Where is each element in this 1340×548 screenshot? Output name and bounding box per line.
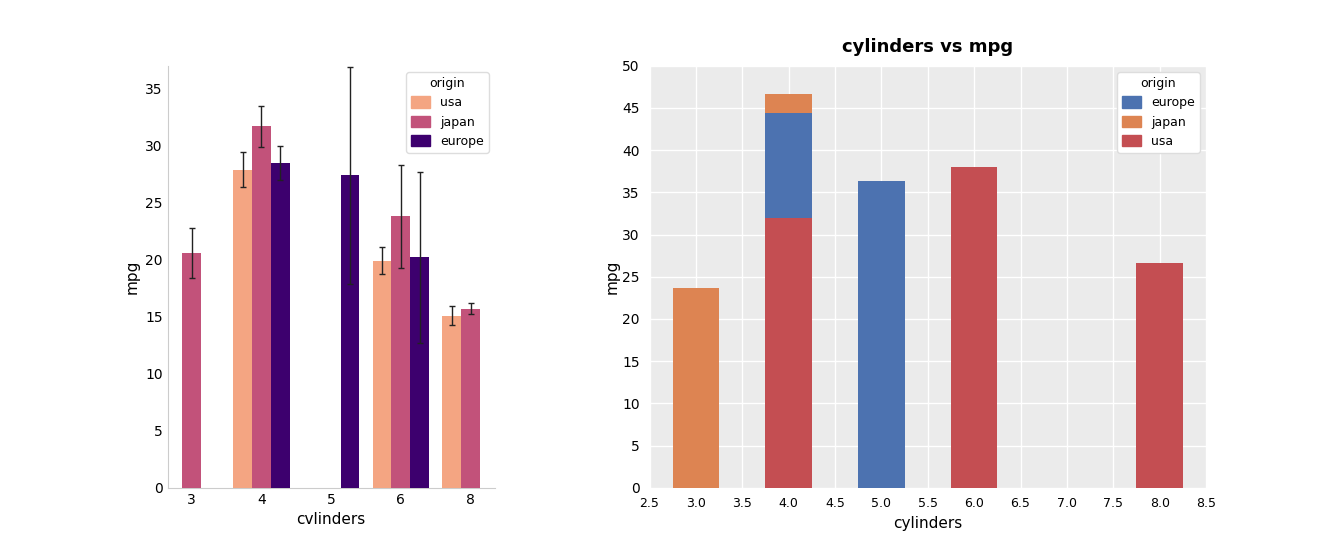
Bar <box>1136 263 1183 488</box>
Bar <box>765 113 812 218</box>
Bar <box>373 261 391 488</box>
X-axis label: cylinders: cylinders <box>894 516 962 531</box>
Bar <box>461 309 480 488</box>
Legend: europe, japan, usa: europe, japan, usa <box>1118 72 1199 153</box>
Bar <box>271 163 289 488</box>
Bar <box>233 169 252 488</box>
Bar <box>673 288 720 488</box>
Bar <box>765 218 812 488</box>
Bar <box>765 94 812 113</box>
Bar <box>340 175 359 488</box>
Bar <box>252 126 271 488</box>
X-axis label: cvlinders: cvlinders <box>296 512 366 527</box>
Bar <box>442 316 461 488</box>
Title: cylinders vs mpg: cylinders vs mpg <box>843 38 1013 56</box>
Bar <box>410 258 429 488</box>
Y-axis label: mpg: mpg <box>604 260 619 294</box>
Bar <box>182 253 201 488</box>
Bar <box>391 216 410 488</box>
Bar <box>858 180 905 488</box>
Y-axis label: mpg: mpg <box>125 260 139 294</box>
Bar <box>951 167 997 488</box>
Legend: usa, japan, europe: usa, japan, europe <box>406 72 489 153</box>
